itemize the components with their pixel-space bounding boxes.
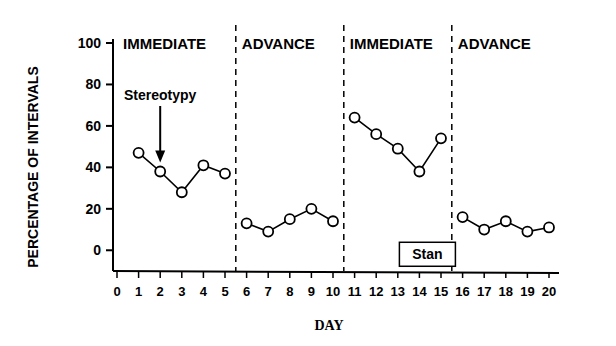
annotation-arrowhead bbox=[155, 151, 165, 163]
x-tick-label: 8 bbox=[286, 284, 293, 299]
x-tick-label: 11 bbox=[348, 284, 362, 299]
data-point bbox=[263, 227, 273, 237]
x-tick bbox=[483, 272, 485, 278]
data-point bbox=[458, 212, 468, 222]
x-tick-label: 20 bbox=[542, 284, 556, 299]
y-axis-label: PERCENTAGE OF INTERVALS bbox=[25, 66, 41, 267]
data-point bbox=[501, 216, 511, 226]
data-point bbox=[220, 169, 230, 179]
data-point bbox=[177, 187, 187, 197]
x-tick bbox=[548, 272, 550, 278]
chart: 0204060801000123456789101112131415161718… bbox=[0, 0, 616, 346]
plot-area bbox=[134, 113, 554, 237]
x-tick bbox=[354, 272, 356, 278]
x-tick bbox=[332, 272, 334, 278]
x-tick bbox=[440, 272, 442, 278]
x-tick-label: 18 bbox=[499, 284, 513, 299]
x-tick-label: 15 bbox=[434, 284, 448, 299]
x-tick-label: 5 bbox=[221, 284, 228, 299]
y-tick bbox=[106, 166, 113, 168]
data-point bbox=[436, 133, 446, 143]
data-point bbox=[306, 204, 316, 214]
x-tick bbox=[203, 272, 205, 278]
x-tick bbox=[138, 272, 140, 278]
data-line bbox=[355, 118, 441, 172]
data-line bbox=[139, 153, 225, 192]
data-point bbox=[544, 222, 554, 232]
x-tick-label: 0 bbox=[113, 284, 120, 299]
x-tick-label: 4 bbox=[200, 284, 208, 299]
y-tick bbox=[106, 125, 113, 127]
y-tick bbox=[106, 208, 113, 210]
x-tick bbox=[181, 272, 183, 278]
x-tick-label: 3 bbox=[178, 284, 185, 299]
y-tick bbox=[106, 42, 113, 44]
phase-line bbox=[343, 25, 345, 271]
x-tick bbox=[289, 272, 291, 278]
subtitle-box bbox=[399, 242, 455, 266]
x-tick-label: 16 bbox=[455, 284, 469, 299]
y-tick bbox=[106, 83, 113, 85]
x-tick-label: 17 bbox=[477, 284, 491, 299]
x-tick bbox=[116, 272, 118, 278]
data-line bbox=[463, 217, 549, 232]
annotation-arrow bbox=[159, 106, 161, 155]
phase-line bbox=[451, 25, 453, 271]
x-tick-label: 12 bbox=[369, 284, 383, 299]
subtitle: Stan bbox=[412, 246, 442, 262]
data-point bbox=[479, 225, 489, 235]
x-tick-label: 14 bbox=[412, 284, 427, 299]
data-point bbox=[242, 218, 252, 228]
data-point bbox=[134, 148, 144, 158]
x-tick bbox=[375, 272, 377, 278]
x-axis bbox=[113, 271, 559, 273]
data-line bbox=[247, 209, 333, 232]
x-tick-label: 1 bbox=[135, 284, 142, 299]
x-tick bbox=[311, 272, 313, 278]
x-tick bbox=[462, 272, 464, 278]
y-tick-label: 60 bbox=[85, 118, 101, 134]
data-point bbox=[328, 216, 338, 226]
x-tick bbox=[159, 272, 161, 278]
x-tick bbox=[224, 272, 226, 278]
x-tick-label: 6 bbox=[243, 284, 250, 299]
x-tick-label: 7 bbox=[265, 284, 272, 299]
x-tick-label: 2 bbox=[157, 284, 164, 299]
x-tick bbox=[246, 272, 248, 278]
x-tick-label: 19 bbox=[520, 284, 534, 299]
data-point bbox=[350, 113, 360, 123]
data-point bbox=[155, 167, 165, 177]
y-axis bbox=[112, 39, 114, 271]
data-point bbox=[522, 227, 532, 237]
x-tick bbox=[267, 272, 269, 278]
phase-label: ADVANCE bbox=[242, 35, 315, 52]
data-point bbox=[371, 129, 381, 139]
y-tick-label: 40 bbox=[85, 159, 101, 175]
phase-label: IMMEDIATE bbox=[123, 35, 206, 52]
x-axis-label: DAY bbox=[314, 318, 343, 333]
data-point bbox=[285, 214, 295, 224]
x-tick bbox=[397, 272, 399, 278]
x-tick bbox=[527, 272, 529, 278]
y-tick-label: 80 bbox=[85, 76, 101, 92]
y-tick-label: 20 bbox=[85, 201, 101, 217]
x-tick bbox=[419, 272, 421, 278]
data-point bbox=[198, 160, 208, 170]
x-tick-label: 10 bbox=[326, 284, 340, 299]
annotation: Stereotypy bbox=[124, 87, 197, 103]
y-tick-label: 100 bbox=[78, 35, 102, 51]
phase-line bbox=[235, 25, 237, 271]
background bbox=[0, 0, 616, 346]
x-tick-label: 13 bbox=[391, 284, 405, 299]
y-tick bbox=[106, 249, 113, 251]
data-point bbox=[414, 167, 424, 177]
x-tick-label: 9 bbox=[308, 284, 315, 299]
data-point bbox=[393, 144, 403, 154]
phase-label: IMMEDIATE bbox=[350, 35, 433, 52]
y-tick-label: 0 bbox=[93, 242, 101, 258]
phase-label: ADVANCE bbox=[458, 35, 531, 52]
x-tick bbox=[505, 272, 507, 278]
